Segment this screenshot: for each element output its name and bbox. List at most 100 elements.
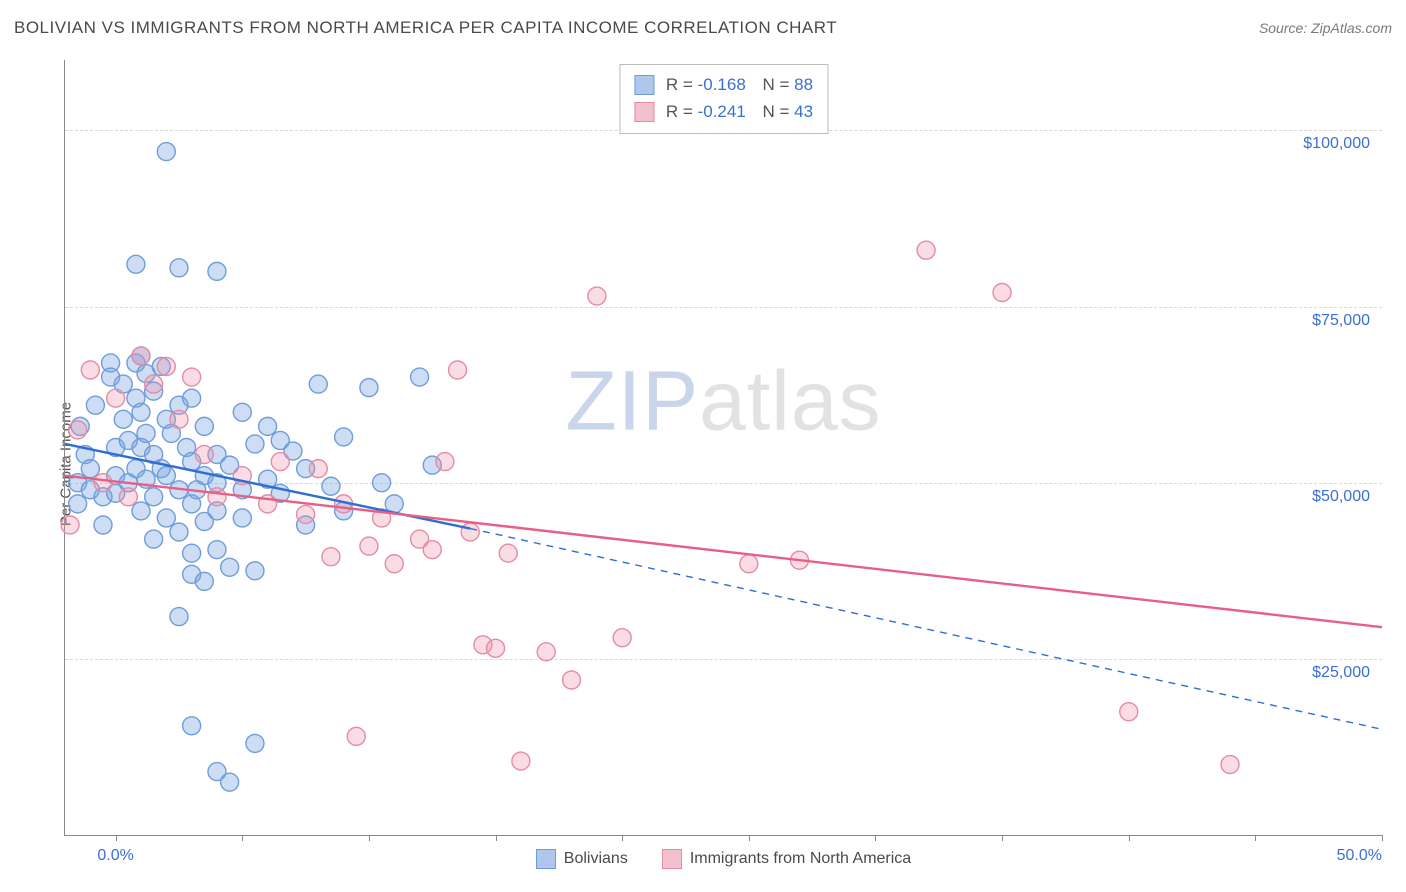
data-point xyxy=(170,608,188,626)
data-point xyxy=(373,474,391,492)
x-tick-label-min: 0.0% xyxy=(97,847,133,865)
legend-label: Immigrants from North America xyxy=(690,850,911,868)
data-point xyxy=(157,467,175,485)
x-tick xyxy=(369,835,370,841)
data-point xyxy=(246,734,264,752)
data-point xyxy=(246,562,264,580)
trend-line-dashed xyxy=(470,529,1382,730)
series-swatch xyxy=(662,849,682,869)
data-point xyxy=(221,558,239,576)
x-tick-label-max: 50.0% xyxy=(1337,847,1382,865)
data-point xyxy=(137,424,155,442)
data-point xyxy=(563,671,581,689)
data-point xyxy=(86,396,104,414)
data-point xyxy=(183,717,201,735)
data-point xyxy=(119,488,137,506)
data-point xyxy=(335,428,353,446)
data-point xyxy=(1120,703,1138,721)
data-point xyxy=(195,572,213,590)
data-point xyxy=(69,495,87,513)
data-point xyxy=(740,555,758,573)
data-point xyxy=(183,368,201,386)
data-point xyxy=(208,262,226,280)
data-point xyxy=(208,541,226,559)
data-point xyxy=(61,516,79,534)
x-tick xyxy=(116,835,117,841)
series-swatch xyxy=(536,849,556,869)
legend-label: Bolivians xyxy=(564,850,628,868)
x-tick xyxy=(242,835,243,841)
data-point xyxy=(114,410,132,428)
data-point xyxy=(297,505,315,523)
data-point xyxy=(449,361,467,379)
source-attribution: Source: ZipAtlas.com xyxy=(1259,20,1392,36)
data-point xyxy=(385,555,403,573)
data-point xyxy=(360,537,378,555)
series-legend: Bolivians Immigrants from North America xyxy=(65,849,1382,869)
x-tick xyxy=(875,835,876,841)
data-point xyxy=(613,629,631,647)
data-point xyxy=(183,544,201,562)
data-point xyxy=(271,453,289,471)
data-point xyxy=(233,403,251,421)
data-point xyxy=(170,259,188,277)
x-tick xyxy=(749,835,750,841)
data-point xyxy=(145,488,163,506)
data-point xyxy=(347,727,365,745)
data-point xyxy=(499,544,517,562)
data-point xyxy=(132,502,150,520)
chart-svg-layer xyxy=(65,60,1382,835)
data-point xyxy=(322,477,340,495)
data-point xyxy=(537,643,555,661)
data-point xyxy=(917,241,935,259)
data-point xyxy=(208,488,226,506)
data-point xyxy=(127,255,145,273)
data-point xyxy=(588,287,606,305)
data-point xyxy=(411,368,429,386)
data-point xyxy=(233,509,251,527)
data-point xyxy=(993,284,1011,302)
correlation-row: R = -0.168 N = 88 xyxy=(634,71,813,98)
data-point xyxy=(512,752,530,770)
data-point xyxy=(157,143,175,161)
data-point xyxy=(145,375,163,393)
data-point xyxy=(309,460,327,478)
data-point xyxy=(170,523,188,541)
data-point xyxy=(360,379,378,397)
x-tick xyxy=(496,835,497,841)
series-swatch xyxy=(634,75,654,95)
x-tick xyxy=(1382,835,1383,841)
trend-line xyxy=(65,476,1382,627)
data-point xyxy=(132,347,150,365)
data-point xyxy=(246,435,264,453)
x-tick xyxy=(1002,835,1003,841)
data-point xyxy=(195,446,213,464)
chart-title: BOLIVIAN VS IMMIGRANTS FROM NORTH AMERIC… xyxy=(14,18,837,38)
data-point xyxy=(322,548,340,566)
data-point xyxy=(1221,756,1239,774)
data-point xyxy=(157,509,175,527)
x-tick xyxy=(622,835,623,841)
data-point xyxy=(436,453,454,471)
x-tick xyxy=(1255,835,1256,841)
data-point xyxy=(461,523,479,541)
data-point xyxy=(94,474,112,492)
data-point xyxy=(195,417,213,435)
x-tick xyxy=(1129,835,1130,841)
data-point xyxy=(94,516,112,534)
data-point xyxy=(81,460,99,478)
data-point xyxy=(145,530,163,548)
series-swatch xyxy=(634,102,654,122)
data-point xyxy=(157,357,175,375)
data-point xyxy=(69,421,87,439)
data-point xyxy=(309,375,327,393)
correlation-row: R = -0.241 N = 43 xyxy=(634,98,813,125)
legend-item: Bolivians xyxy=(536,849,628,869)
legend-item: Immigrants from North America xyxy=(662,849,911,869)
data-point xyxy=(221,773,239,791)
data-point xyxy=(107,389,125,407)
data-point xyxy=(487,639,505,657)
data-point xyxy=(81,361,99,379)
data-point xyxy=(259,417,277,435)
data-point xyxy=(423,541,441,559)
